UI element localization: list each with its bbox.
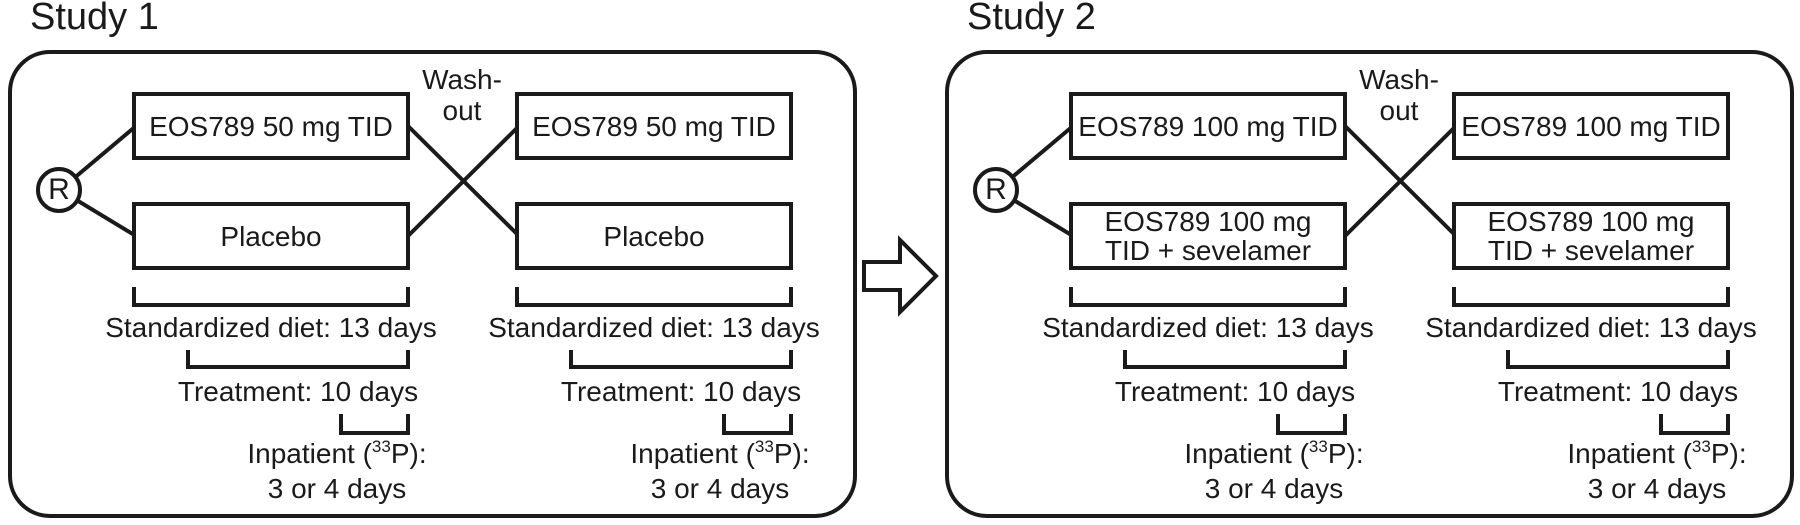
diet-duration-label: Standardized diet: 13 days bbox=[1042, 312, 1374, 343]
randomization-badge: R bbox=[973, 167, 1019, 213]
study-2-title: Study 2 bbox=[967, 0, 1096, 38]
inpatient-bracket bbox=[339, 414, 410, 435]
treatment-bracket bbox=[1506, 350, 1730, 369]
inpatient-prefix: Inpatient ( bbox=[1567, 438, 1692, 469]
inpatient-bracket bbox=[1276, 414, 1347, 435]
diet-duration-label: Standardized diet: 13 days bbox=[105, 312, 437, 343]
inpatient-days: 3 or 4 days bbox=[650, 473, 790, 504]
study-flow-arrow-icon bbox=[862, 235, 939, 317]
inpatient-days: 3 or 4 days bbox=[1204, 473, 1344, 504]
crossover-line-up bbox=[406, 124, 521, 238]
diet-bracket bbox=[1069, 287, 1347, 307]
diet-bracket bbox=[515, 287, 793, 307]
study-1-period-2: EOS789 50 mg TID Placebo Standardized di… bbox=[488, 54, 820, 518]
study-1-section: Study 1 R Wash- out EOS789 50 mg TID Pla… bbox=[8, 0, 857, 525]
treatment-arm-box: EOS789 100 mg TID bbox=[1452, 92, 1730, 160]
treatment-duration-label: Treatment: 10 days bbox=[560, 376, 802, 407]
inpatient-prefix: Inpatient ( bbox=[630, 438, 755, 469]
diet-duration-label: Standardized diet: 13 days bbox=[1425, 312, 1757, 343]
study-1-period-1: EOS789 50 mg TID Placebo Standardized di… bbox=[105, 54, 437, 518]
isotope-superscript: 33 bbox=[754, 437, 774, 456]
block-arrow-right-shape bbox=[862, 235, 939, 317]
diet-duration-label: Standardized diet: 13 days bbox=[488, 312, 820, 343]
treatment-bracket bbox=[569, 350, 793, 369]
treatment-sevelamer-arm-box: EOS789 100 mg TID + sevelamer bbox=[1069, 202, 1347, 270]
treatment-bracket bbox=[1123, 350, 1347, 369]
washout-label: Wash- out bbox=[422, 64, 502, 126]
study-1-panel: R Wash- out EOS789 50 mg TID Placebo Sta… bbox=[8, 50, 857, 518]
treatment-arm-box: EOS789 50 mg TID bbox=[515, 92, 793, 160]
diet-bracket bbox=[132, 287, 410, 307]
inpatient-duration-label: Inpatient (33P): 3 or 4 days bbox=[1124, 437, 1424, 504]
treatment-bracket bbox=[186, 350, 410, 369]
inpatient-prefix: Inpatient ( bbox=[247, 438, 372, 469]
study-2-panel: R Wash- out EOS789 100 mg TID EOS789 100… bbox=[945, 50, 1794, 518]
inpatient-duration-label: Inpatient (33P): 3 or 4 days bbox=[570, 437, 870, 504]
inpatient-prefix: Inpatient ( bbox=[1184, 438, 1309, 469]
inpatient-days: 3 or 4 days bbox=[1587, 473, 1727, 504]
study-2-period-2: EOS789 100 mg TID EOS789 100 mg TID + se… bbox=[1425, 54, 1757, 518]
isotope-superscript: 33 bbox=[1691, 437, 1711, 456]
inpatient-suffix: P): bbox=[1327, 438, 1364, 469]
treatment-sevelamer-arm-box: EOS789 100 mg TID + sevelamer bbox=[1452, 202, 1730, 270]
placebo-arm-box: Placebo bbox=[132, 202, 410, 270]
study-1-title: Study 1 bbox=[30, 0, 159, 38]
isotope-superscript: 33 bbox=[371, 437, 391, 456]
treatment-duration-label: Treatment: 10 days bbox=[177, 376, 419, 407]
study-2-period-1: EOS789 100 mg TID EOS789 100 mg TID + se… bbox=[1042, 54, 1374, 518]
treatment-duration-label: Treatment: 10 days bbox=[1497, 376, 1739, 407]
crossover-line-up bbox=[1343, 124, 1458, 238]
inpatient-bracket bbox=[1659, 414, 1730, 435]
randomization-badge: R bbox=[36, 167, 82, 213]
washout-label: Wash- out bbox=[1359, 64, 1439, 126]
treatment-arm-box: EOS789 100 mg TID bbox=[1069, 92, 1347, 160]
inpatient-suffix: P): bbox=[773, 438, 810, 469]
diet-bracket bbox=[1452, 287, 1730, 307]
treatment-arm-box: EOS789 50 mg TID bbox=[132, 92, 410, 160]
placebo-arm-box: Placebo bbox=[515, 202, 793, 270]
inpatient-days: 3 or 4 days bbox=[267, 473, 407, 504]
inpatient-suffix: P): bbox=[1710, 438, 1747, 469]
treatment-duration-label: Treatment: 10 days bbox=[1114, 376, 1356, 407]
study-2-section: Study 2 R Wash- out EOS789 100 mg TID EO… bbox=[945, 0, 1794, 525]
inpatient-duration-label: Inpatient (33P): 3 or 4 days bbox=[187, 437, 487, 504]
isotope-superscript: 33 bbox=[1308, 437, 1328, 456]
inpatient-bracket bbox=[722, 414, 793, 435]
inpatient-duration-label: Inpatient (33P): 3 or 4 days bbox=[1507, 437, 1800, 504]
inpatient-suffix: P): bbox=[390, 438, 427, 469]
